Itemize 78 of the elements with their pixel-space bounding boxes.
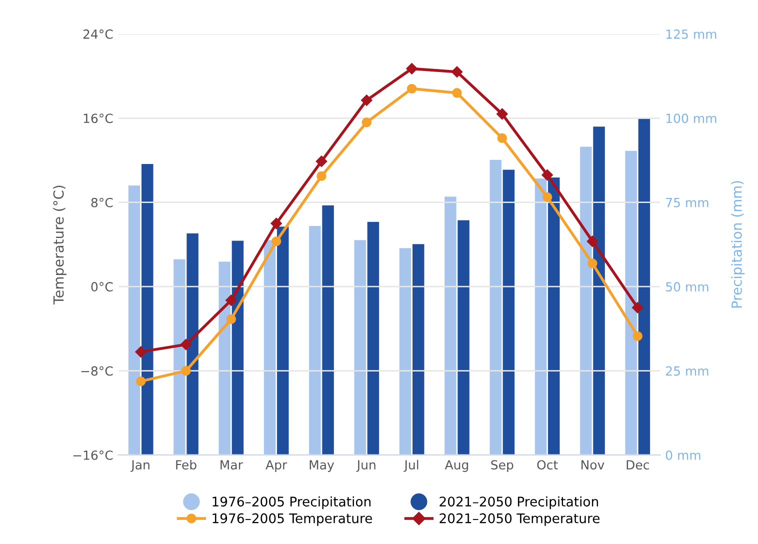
bar [490, 160, 502, 455]
y-tick-label: 0°C [91, 282, 113, 292]
point [497, 133, 508, 144]
point [226, 294, 237, 306]
bar [534, 178, 547, 455]
legend-label: 1976–2005 Temperature [212, 513, 372, 526]
y2-tick-label: 100 mm [666, 114, 716, 124]
x-tick-label: Mar [220, 460, 243, 470]
point [271, 236, 282, 246]
point [316, 171, 326, 181]
bar [354, 240, 366, 455]
y2-tick-label: 0 mm [666, 450, 700, 460]
bar [625, 150, 637, 455]
point [181, 366, 191, 376]
point [362, 118, 372, 128]
bar [128, 186, 140, 455]
bar [232, 240, 244, 455]
y2-axis-title: Precipitation (mm) [731, 181, 745, 308]
bar [399, 248, 412, 455]
x-tick-label: Feb [176, 460, 196, 470]
point [452, 88, 462, 98]
bar [367, 222, 380, 455]
point [406, 63, 418, 74]
point [451, 66, 463, 78]
x-tick-label: Sep [491, 460, 514, 472]
point [588, 258, 598, 268]
bar [593, 126, 605, 455]
x-tick-label: Jun [356, 460, 376, 472]
point [270, 218, 282, 230]
x-tick-label: Aug [444, 460, 468, 472]
y2-tick-label: 75 mm [666, 198, 708, 208]
bar [548, 177, 560, 455]
bar [309, 226, 321, 455]
x-tick-label: Jan [130, 460, 150, 472]
point [632, 331, 642, 341]
x-tick-label: Nov [582, 460, 604, 470]
point [136, 376, 146, 386]
y-tick-label: −16°C [73, 450, 113, 460]
y-tick-label: 8°C [91, 198, 113, 208]
point [496, 108, 508, 120]
bar [174, 259, 186, 455]
y2-tick-label: 25 mm [666, 366, 708, 376]
bar [186, 233, 198, 455]
bar [502, 170, 515, 455]
bar [580, 146, 592, 455]
bar [264, 240, 276, 455]
bar [218, 262, 230, 455]
bar [444, 196, 456, 455]
point [180, 338, 192, 350]
point [406, 84, 417, 94]
point [632, 302, 644, 314]
bar [458, 220, 470, 455]
bar [638, 118, 650, 455]
bar [322, 205, 334, 455]
y-tick-label: −8°C [81, 366, 113, 376]
bar [142, 164, 154, 455]
x-tick-label: Oct [537, 460, 558, 470]
x-tick-label: Apr [266, 460, 288, 472]
point [542, 192, 552, 202]
y-axis-title: Temperature (°C) [53, 186, 66, 304]
bar [277, 226, 289, 455]
legend-label: 2021–2050 Precipitation [440, 496, 598, 510]
legend-label: 2021–2050 Temperature [440, 513, 600, 526]
y-tick-label: 24°C [83, 29, 113, 39]
bar [412, 244, 424, 455]
y2-tick-label: 50 mm [666, 282, 708, 292]
y-tick-label: 16°C [84, 114, 113, 124]
point [226, 314, 236, 324]
x-tick-label: Jul [404, 460, 418, 472]
point [316, 156, 328, 167]
point [542, 169, 553, 181]
y2-tick-label: 125 mm [666, 29, 716, 39]
point [361, 94, 372, 106]
x-tick-label: May [310, 460, 334, 472]
x-tick-label: Dec [626, 460, 649, 470]
point [135, 346, 146, 358]
legend-label: 1976–2005 Precipitation [212, 496, 371, 510]
point [586, 236, 598, 247]
